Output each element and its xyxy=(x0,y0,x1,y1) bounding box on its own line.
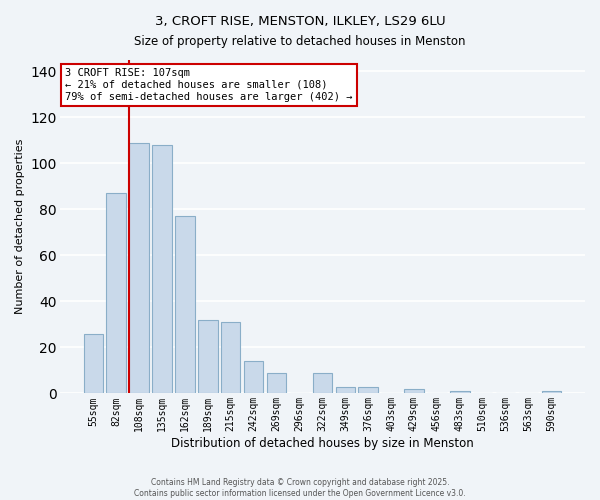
Text: Size of property relative to detached houses in Menston: Size of property relative to detached ho… xyxy=(134,35,466,48)
Bar xyxy=(244,361,263,394)
Bar xyxy=(313,372,332,394)
Text: 3, CROFT RISE, MENSTON, ILKLEY, LS29 6LU: 3, CROFT RISE, MENSTON, ILKLEY, LS29 6LU xyxy=(155,15,445,28)
Bar xyxy=(450,391,470,394)
Text: Contains HM Land Registry data © Crown copyright and database right 2025.
Contai: Contains HM Land Registry data © Crown c… xyxy=(134,478,466,498)
Bar xyxy=(152,145,172,394)
Bar xyxy=(130,143,149,394)
Bar xyxy=(542,391,561,394)
Bar xyxy=(106,194,126,394)
Bar xyxy=(404,389,424,394)
Text: 3 CROFT RISE: 107sqm
← 21% of detached houses are smaller (108)
79% of semi-deta: 3 CROFT RISE: 107sqm ← 21% of detached h… xyxy=(65,68,352,102)
Bar xyxy=(175,216,194,394)
Bar xyxy=(267,372,286,394)
Bar xyxy=(358,386,378,394)
Bar xyxy=(198,320,218,394)
Bar xyxy=(335,386,355,394)
Bar xyxy=(221,322,241,394)
X-axis label: Distribution of detached houses by size in Menston: Distribution of detached houses by size … xyxy=(171,437,474,450)
Y-axis label: Number of detached properties: Number of detached properties xyxy=(15,139,25,314)
Bar xyxy=(83,334,103,394)
